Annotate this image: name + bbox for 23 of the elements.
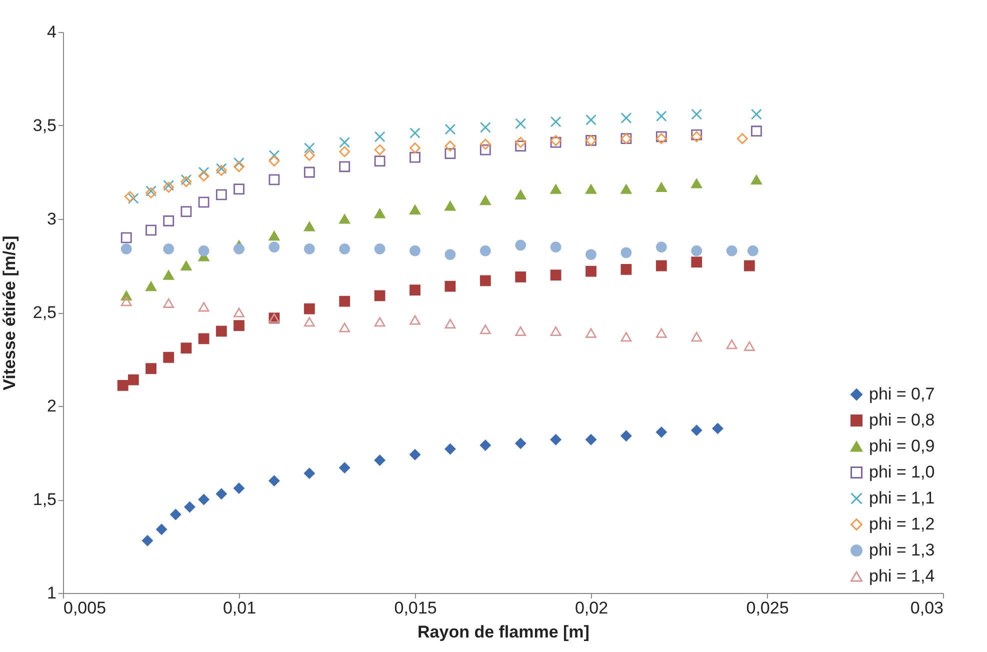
- legend-label: phi = 1,3: [869, 540, 935, 560]
- legend-label: phi = 0,7: [869, 384, 935, 404]
- x-tick-label: 0,005: [64, 598, 106, 618]
- y-tick-label: 4: [47, 22, 56, 42]
- legend-label: phi = 0,9: [869, 436, 935, 456]
- legend-label: phi = 1,2: [869, 514, 935, 534]
- y-axis-title: Vitesse étirée [m/s]: [0, 236, 19, 390]
- y-tick-label: 2: [47, 396, 56, 416]
- x-tick-label: 0,025: [746, 598, 789, 618]
- x-axis-title: Rayon de flamme [m]: [418, 622, 590, 642]
- x-tick-label: 0,03: [910, 598, 944, 618]
- x-tick-label: 0,01: [222, 598, 256, 618]
- legend-label: phi = 0,8: [869, 410, 935, 430]
- y-tick-label: 2,5: [32, 303, 56, 322]
- y-tick-label: 3: [47, 210, 56, 228]
- y-tick-label: 3,5: [32, 116, 56, 135]
- legend-label: phi = 1,1: [869, 488, 935, 508]
- y-tick-label: 1,5: [32, 490, 56, 509]
- legend-label: phi = 1,0: [869, 462, 935, 482]
- x-tick-label: 0,02: [574, 598, 608, 618]
- legend-label: phi = 1,4: [869, 566, 935, 586]
- x-tick-label: 0,015: [394, 598, 437, 618]
- y-tick-label: 1: [47, 584, 56, 602]
